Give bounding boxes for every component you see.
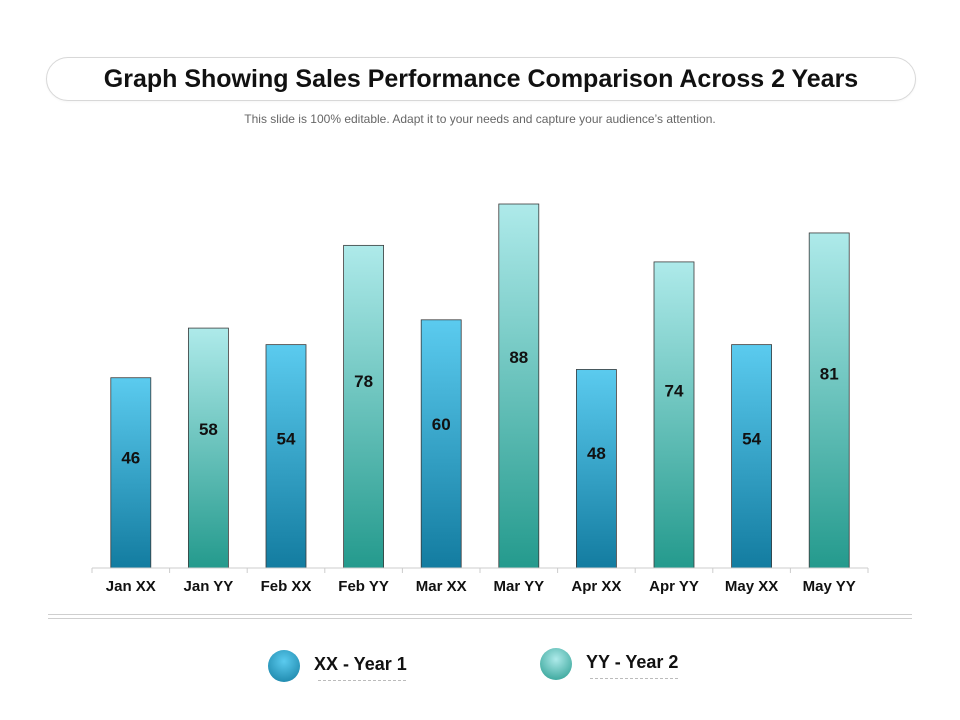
data-label: 78 (354, 372, 373, 391)
legend-label-year1: XX - Year 1 (314, 654, 407, 674)
x-axis: Jan XX Jan YY Feb XX Feb YY Mar XX Mar YY Apr … (91, 567, 869, 595)
data-label: 46 (121, 449, 140, 468)
data-label: 54 (277, 429, 296, 448)
title-pill (46, 57, 916, 101)
x-tick-label: Mar XX (416, 578, 467, 595)
bar-feb-yy (343, 244, 385, 569)
x-tick-label: Jan XX (106, 578, 156, 595)
bar-jan-xx (110, 377, 152, 569)
legend-label-year2: YY - Year 2 (586, 652, 679, 672)
legend-underline (590, 678, 678, 679)
legend-swatch-year2 (540, 648, 572, 680)
bar-apr-yy (653, 261, 695, 569)
x-tick-label: May YY (803, 578, 856, 595)
bar-feb-xx (265, 344, 307, 569)
bar-may-yy (808, 232, 850, 569)
x-tick-label: Jan YY (184, 578, 234, 595)
bar-mar-yy (498, 203, 540, 569)
x-tick-label: May XX (725, 578, 778, 595)
legend-underline (318, 680, 406, 681)
x-tick-label: Apr XX (571, 578, 621, 595)
divider (48, 614, 912, 619)
bar-jan-yy (187, 327, 229, 569)
bar-may-xx (731, 344, 772, 569)
bar-mar-xx (420, 319, 462, 569)
data-label: 58 (199, 420, 218, 439)
legend-swatch-year1 (268, 650, 300, 682)
data-label: 74 (665, 381, 684, 400)
data-label: 54 (742, 429, 761, 448)
page-title: Graph Showing Sales Performance Comparis… (103, 65, 859, 93)
x-tick-label: Apr YY (649, 578, 699, 595)
x-tick-label: Mar YY (494, 578, 545, 595)
page-subtitle: This slide is 100% editable. Adapt it to… (244, 112, 716, 126)
x-tick-label: Feb XX (261, 578, 312, 595)
bar-apr-xx (576, 369, 617, 569)
data-label: 81 (820, 365, 839, 384)
bars-group (110, 203, 850, 569)
labels-group: 46 58 54 78 60 88 48 74 54 81 (121, 348, 838, 468)
data-label: 60 (432, 415, 451, 434)
x-tick-label: Feb YY (338, 578, 389, 595)
data-label: 88 (509, 348, 528, 367)
data-label: 48 (587, 444, 606, 463)
